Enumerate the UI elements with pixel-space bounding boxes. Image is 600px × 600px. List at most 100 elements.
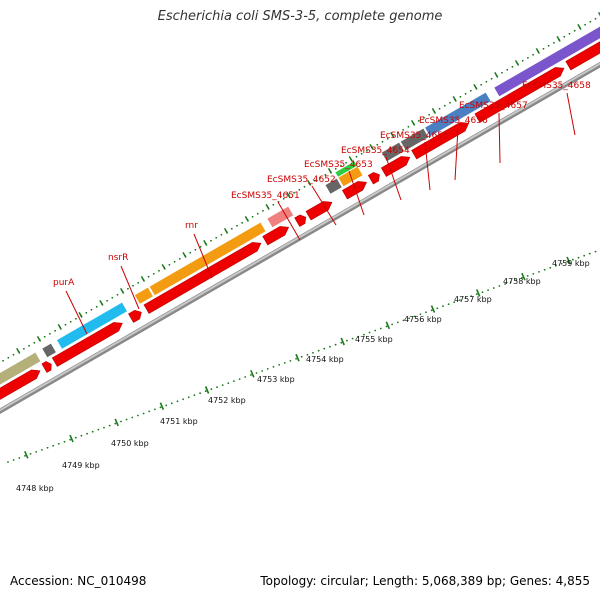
scale-tick [475,289,481,297]
tick-dot [293,191,295,194]
scale-dot [63,440,66,443]
tick-mark [36,335,42,342]
tick-dot [459,95,462,98]
cds-arrow [143,242,262,314]
scale-dot [125,418,128,421]
tick-dot [230,227,233,230]
tick-dot [23,347,25,350]
kbp-label: 4756 kbp [404,315,442,324]
scale-dot [74,436,77,439]
scale-dot [396,321,399,324]
tick-mark [182,251,187,258]
cds-arrow [294,214,307,227]
cds-arrow [0,369,41,400]
scale-tick [69,434,74,443]
tick-mark [556,35,561,42]
scale-dot [131,416,134,419]
tick-dot [360,152,363,155]
tick-dot [594,17,597,20]
scale-dot [555,264,557,267]
scale-tick [340,337,345,346]
genome-stats-text: Topology: circular; Length: 5,068,389 bp… [260,574,590,588]
scale-dot [18,457,21,459]
tick-dot [345,161,347,164]
scale-dot [312,351,314,354]
cog-feature-block [494,26,600,97]
cog-feature-block [42,343,56,358]
scale-dot [154,408,156,411]
gene-leader-line [311,185,337,226]
tick-mark [307,179,312,186]
tick-mark [577,23,582,30]
scale-tick [250,369,255,378]
tick-dot [272,203,275,206]
gene-label: EcSMS35_4656 [419,116,488,126]
tick-dot [28,344,30,347]
scale-dot [408,317,410,320]
gene-label: nsrR [108,253,128,263]
kbp-label: 4750 kbp [111,439,149,448]
tick-mark [78,311,83,318]
tick-dot [589,20,592,23]
cds-arrow [128,309,142,323]
tick-dot [116,293,119,296]
tick-dot [2,359,4,362]
scale-dot [447,303,450,306]
tick-dot [111,296,114,299]
scale-dot [323,347,326,350]
tick-dot [178,257,181,260]
tick-dot [490,77,493,80]
cds-feature-layer [0,41,600,400]
tick-dot [573,29,576,32]
scale-dot [266,368,269,370]
tick-layer [2,11,600,463]
tick-dot [152,272,155,275]
cog-feature-block [149,222,266,296]
scale-dot [459,299,461,302]
scale-dot [436,307,439,310]
tick-dot [282,197,285,200]
scale-dot [329,345,331,348]
scale-dot [159,406,162,409]
tick-mark [57,323,62,330]
tick-dot [568,32,571,35]
tick-dot [90,308,93,311]
scale-dot [340,341,343,344]
scale-dot [52,444,55,447]
gene-leader-line [424,141,431,191]
tick-dot [132,284,134,287]
tick-mark [120,287,125,294]
tick-dot [423,116,425,119]
scale-dot [492,287,495,289]
tick-dot [262,209,264,212]
scale-dot [402,319,405,322]
tick-dot [402,128,405,131]
tick-dot [334,167,337,170]
tick-dot [319,176,321,179]
tick-dot [173,260,176,263]
scale-dot [385,325,388,328]
tick-dot [85,311,88,314]
tick-mark [16,347,21,354]
scale-dot [498,285,501,287]
scale-dot [521,277,523,279]
scale-dot [86,432,88,435]
kbp-label: 4754 kbp [306,355,344,364]
tick-dot [95,305,98,308]
kbp-label-layer: 4748 kbp 4749 kbp 4750 kbp 4751 kbp 4752 kbp… [16,259,590,493]
tick-mark [286,191,291,198]
gene-leader-line [277,201,301,241]
scale-dot [289,360,292,362]
cog-feature-layer [0,26,600,385]
tick-mark [514,59,520,66]
tick-dot [324,173,327,176]
tick-dot [527,56,529,59]
tick-mark [598,11,600,17]
tick-dot [584,23,586,26]
kbp-label: 4758 kbp [503,277,541,286]
scale-dot [216,386,218,389]
kbp-label: 4748 kbp [16,484,54,493]
scale-dot [233,380,235,382]
scale-dot [430,309,433,312]
